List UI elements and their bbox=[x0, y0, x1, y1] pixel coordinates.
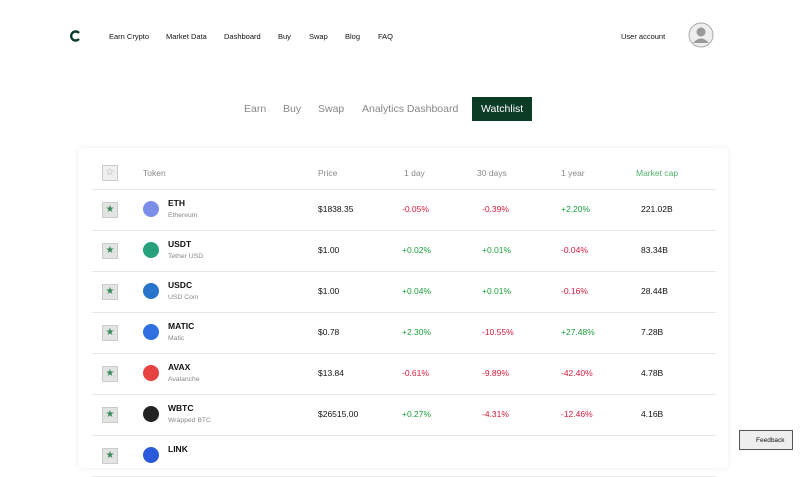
logo[interactable] bbox=[70, 30, 82, 42]
column-header[interactable]: Market cap bbox=[636, 168, 679, 178]
token-symbol[interactable]: WBTC bbox=[168, 403, 194, 413]
token-name: Matic bbox=[168, 335, 185, 342]
cell-day: +2.30% bbox=[402, 327, 432, 337]
watch-star-header[interactable]: ☆ bbox=[102, 165, 118, 181]
cell-cap: 7.28B bbox=[641, 327, 664, 337]
cell-price: $13.84 bbox=[318, 368, 344, 378]
row-divider bbox=[92, 312, 716, 313]
column-header[interactable]: Price bbox=[318, 168, 338, 178]
cell-month: -10.55% bbox=[482, 327, 514, 337]
cell-day: -0.61% bbox=[402, 368, 429, 378]
cell-price: $1.00 bbox=[318, 286, 340, 296]
cell-cap: 4.16B bbox=[641, 409, 664, 419]
token-icon bbox=[143, 201, 159, 217]
token-name: Avalanche bbox=[168, 376, 200, 383]
nav-link[interactable]: Earn Crypto bbox=[109, 32, 150, 41]
column-header[interactable]: 1 year bbox=[561, 168, 585, 178]
cell-year: -0.04% bbox=[561, 245, 588, 255]
cell-cap: 83.34B bbox=[641, 245, 668, 255]
tab[interactable]: Earn bbox=[244, 103, 267, 115]
token-icon bbox=[143, 406, 159, 422]
row-divider bbox=[92, 271, 716, 272]
nav-link[interactable]: Market Data bbox=[166, 32, 207, 41]
token-icon bbox=[143, 283, 159, 299]
nav-link[interactable]: Dashboard bbox=[224, 32, 261, 41]
row-divider bbox=[92, 189, 716, 190]
token-icon bbox=[143, 324, 159, 340]
nav-link[interactable]: Blog bbox=[345, 32, 361, 41]
cell-month: -0.39% bbox=[482, 204, 509, 214]
cell-month: -9.89% bbox=[482, 368, 509, 378]
column-header[interactable]: 1 day bbox=[404, 168, 425, 178]
cell-year: -0.16% bbox=[561, 286, 588, 296]
watch-star[interactable]: ★ bbox=[102, 243, 118, 259]
token-symbol[interactable]: USDC bbox=[168, 280, 193, 290]
row-divider bbox=[92, 394, 716, 395]
watch-star[interactable]: ★ bbox=[102, 407, 118, 423]
avatar[interactable] bbox=[688, 22, 714, 48]
tab[interactable]: Buy bbox=[283, 103, 302, 115]
nav-link[interactable]: Swap bbox=[309, 32, 328, 41]
cell-day: +0.27% bbox=[402, 409, 432, 419]
cell-month: +0.01% bbox=[482, 245, 512, 255]
token-name: Ethereum bbox=[168, 212, 198, 219]
token-symbol[interactable]: USDT bbox=[168, 239, 192, 249]
watch-star[interactable]: ★ bbox=[102, 448, 118, 464]
cell-price: $1838.35 bbox=[318, 204, 354, 214]
table-card bbox=[78, 148, 728, 468]
feedback-button[interactable]: Feedback bbox=[739, 430, 793, 450]
column-header[interactable]: Token bbox=[143, 168, 166, 178]
cell-year: -42.40% bbox=[561, 368, 593, 378]
token-icon bbox=[143, 242, 159, 258]
token-name: Wrapped BTC bbox=[168, 417, 211, 424]
token-symbol[interactable]: LINK bbox=[168, 444, 188, 454]
cell-cap: 4.78B bbox=[641, 368, 664, 378]
cell-day: -0.05% bbox=[402, 204, 429, 214]
cell-cap: 28.44B bbox=[641, 286, 668, 296]
cell-day: +0.04% bbox=[402, 286, 432, 296]
watch-star[interactable]: ★ bbox=[102, 284, 118, 300]
token-symbol[interactable]: MATIC bbox=[168, 321, 195, 331]
token-name: USD Coin bbox=[168, 294, 199, 301]
account-link[interactable]: User account bbox=[621, 32, 666, 41]
row-divider bbox=[92, 435, 716, 436]
cell-price: $1.00 bbox=[318, 245, 340, 255]
tab[interactable]: Analytics Dashboard bbox=[362, 103, 459, 115]
cell-cap: 221.02B bbox=[641, 204, 673, 214]
cell-price: $26515.00 bbox=[318, 409, 359, 419]
row-divider bbox=[92, 353, 716, 354]
nav-link[interactable]: FAQ bbox=[378, 32, 394, 41]
cell-year: +2.20% bbox=[561, 204, 591, 214]
watch-star[interactable]: ★ bbox=[102, 202, 118, 218]
row-divider bbox=[92, 230, 716, 231]
column-header[interactable]: 30 days bbox=[477, 168, 507, 178]
watch-star[interactable]: ★ bbox=[102, 366, 118, 382]
cell-year: +27.48% bbox=[561, 327, 595, 337]
cell-month: -4.31% bbox=[482, 409, 509, 419]
token-symbol[interactable]: AVAX bbox=[168, 362, 191, 372]
cell-month: +0.01% bbox=[482, 286, 512, 296]
cell-year: -12.46% bbox=[561, 409, 593, 419]
token-name: Tether USD bbox=[168, 253, 204, 260]
token-symbol[interactable]: ETH bbox=[168, 198, 185, 208]
watch-star[interactable]: ★ bbox=[102, 325, 118, 341]
token-icon bbox=[143, 447, 159, 463]
tab[interactable]: Watchlist bbox=[472, 97, 533, 121]
token-icon bbox=[143, 365, 159, 381]
cell-price: $0.78 bbox=[318, 327, 340, 337]
cell-day: +0.02% bbox=[402, 245, 432, 255]
nav-link[interactable]: Buy bbox=[278, 32, 291, 41]
page: (() => { const data = JSON.parse(documen… bbox=[70, 22, 793, 477]
tab[interactable]: Swap bbox=[318, 103, 345, 115]
